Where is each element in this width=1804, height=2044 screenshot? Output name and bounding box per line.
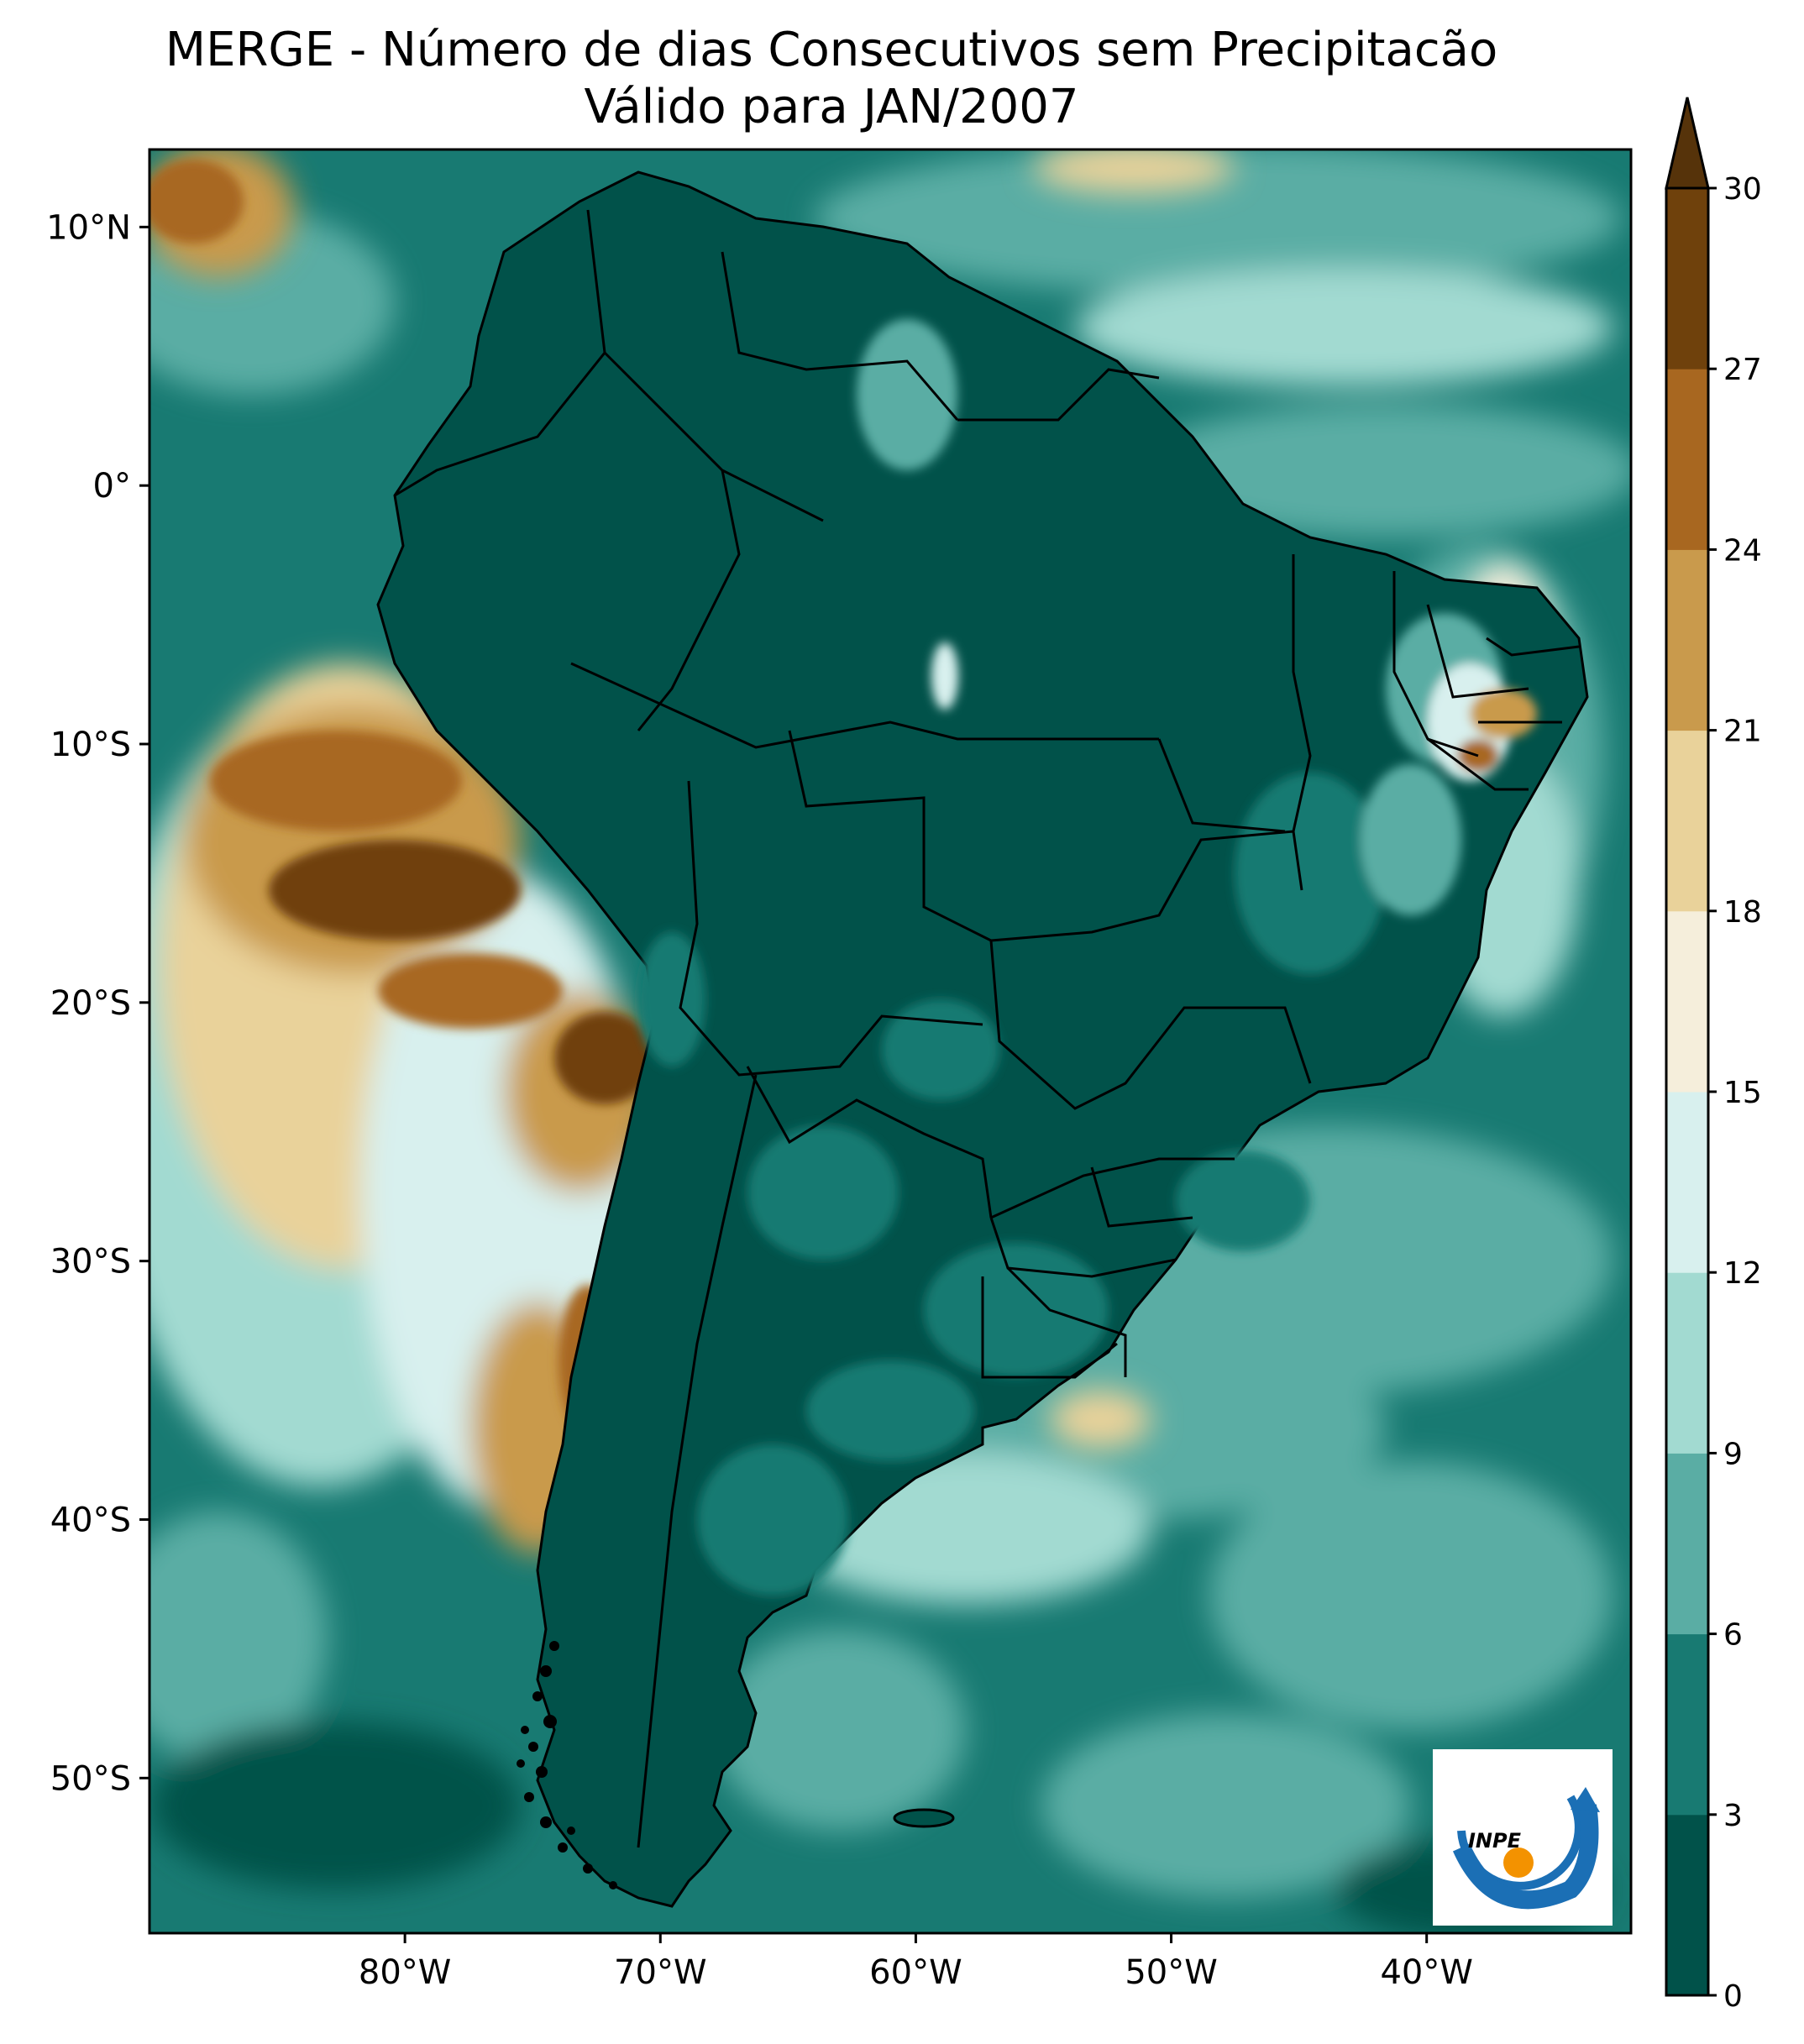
y-tick-label: 10°N (46, 208, 131, 247)
colorbar-label: 3 (1723, 1799, 1743, 1833)
y-tick-label: 40°S (50, 1501, 131, 1539)
pacific-very-dry-patches (149, 160, 1520, 1436)
colorbar-label: 21 (1723, 715, 1762, 749)
colorbar-segment (1666, 1633, 1708, 1816)
colorbar-label: 18 (1723, 895, 1762, 930)
colorbar-label: 24 (1723, 533, 1762, 568)
x-tick-label: 50°W (1125, 1953, 1217, 1992)
map-title-line1: MERGE - Número de dias Consecutivos sem … (165, 23, 1498, 77)
y-tick-label: 20°S (50, 984, 131, 1023)
falklands (893, 1808, 955, 1828)
colorbar-label: 12 (1723, 1256, 1762, 1291)
map-field (149, 149, 1631, 1933)
colorbar-label: 15 (1723, 1076, 1762, 1110)
y-tick-label: 10°S (50, 726, 131, 764)
colorbar-segment (1666, 910, 1708, 1093)
land-lighter-patches (638, 319, 1537, 1596)
colorbar-segment (1666, 730, 1708, 912)
colorbar-segment (1666, 369, 1708, 550)
logo-sun (1503, 1847, 1534, 1878)
longitude-axis: 80°W 70°W 60°W 50°W 40°W (359, 1933, 1473, 1992)
x-tick-label: 40°W (1380, 1953, 1472, 1992)
x-tick-label: 70°W (614, 1953, 706, 1992)
x-tick-label: 60°W (869, 1953, 962, 1992)
chile-archipelago (517, 1641, 617, 1889)
map-title-line2: Válido para JAN/2007 (584, 80, 1079, 134)
y-tick-label: 50°S (50, 1759, 131, 1798)
colorbar-segment (1666, 1453, 1708, 1635)
colorbar-segment (1666, 1092, 1708, 1273)
colorbar-label: 0 (1723, 1979, 1743, 2014)
x-tick-label: 80°W (359, 1953, 451, 1992)
y-tick-label: 30°S (50, 1243, 131, 1281)
colorbar-segment (1666, 1272, 1708, 1454)
colorbar-label: 30 (1723, 172, 1762, 207)
colorbar-segment (1666, 188, 1708, 369)
latitude-axis: 10°N 0° 10°S 20°S 30°S 40°S 50°S (46, 208, 149, 1798)
colorbar-label: 9 (1723, 1437, 1743, 1471)
colorbar-label: 6 (1723, 1618, 1743, 1653)
logo-text: INPE (1468, 1829, 1522, 1853)
logo-swoosh (1452, 1804, 1599, 1910)
y-tick-label: 0° (93, 467, 131, 506)
colorbar-segment (1666, 549, 1708, 731)
colorbar-segment (1666, 1814, 1708, 1996)
map-frame (148, 148, 1633, 1935)
colorbar-extend-arrow (1665, 97, 1710, 190)
logo-arrow (1571, 1787, 1600, 1812)
colorbar-label: 27 (1723, 353, 1762, 387)
colorbar: 0 3 6 9 12 15 18 21 24 27 30 (1665, 97, 1762, 2014)
political-boundaries (394, 209, 1580, 1848)
inpe-logo: INPE (1433, 1749, 1613, 1926)
